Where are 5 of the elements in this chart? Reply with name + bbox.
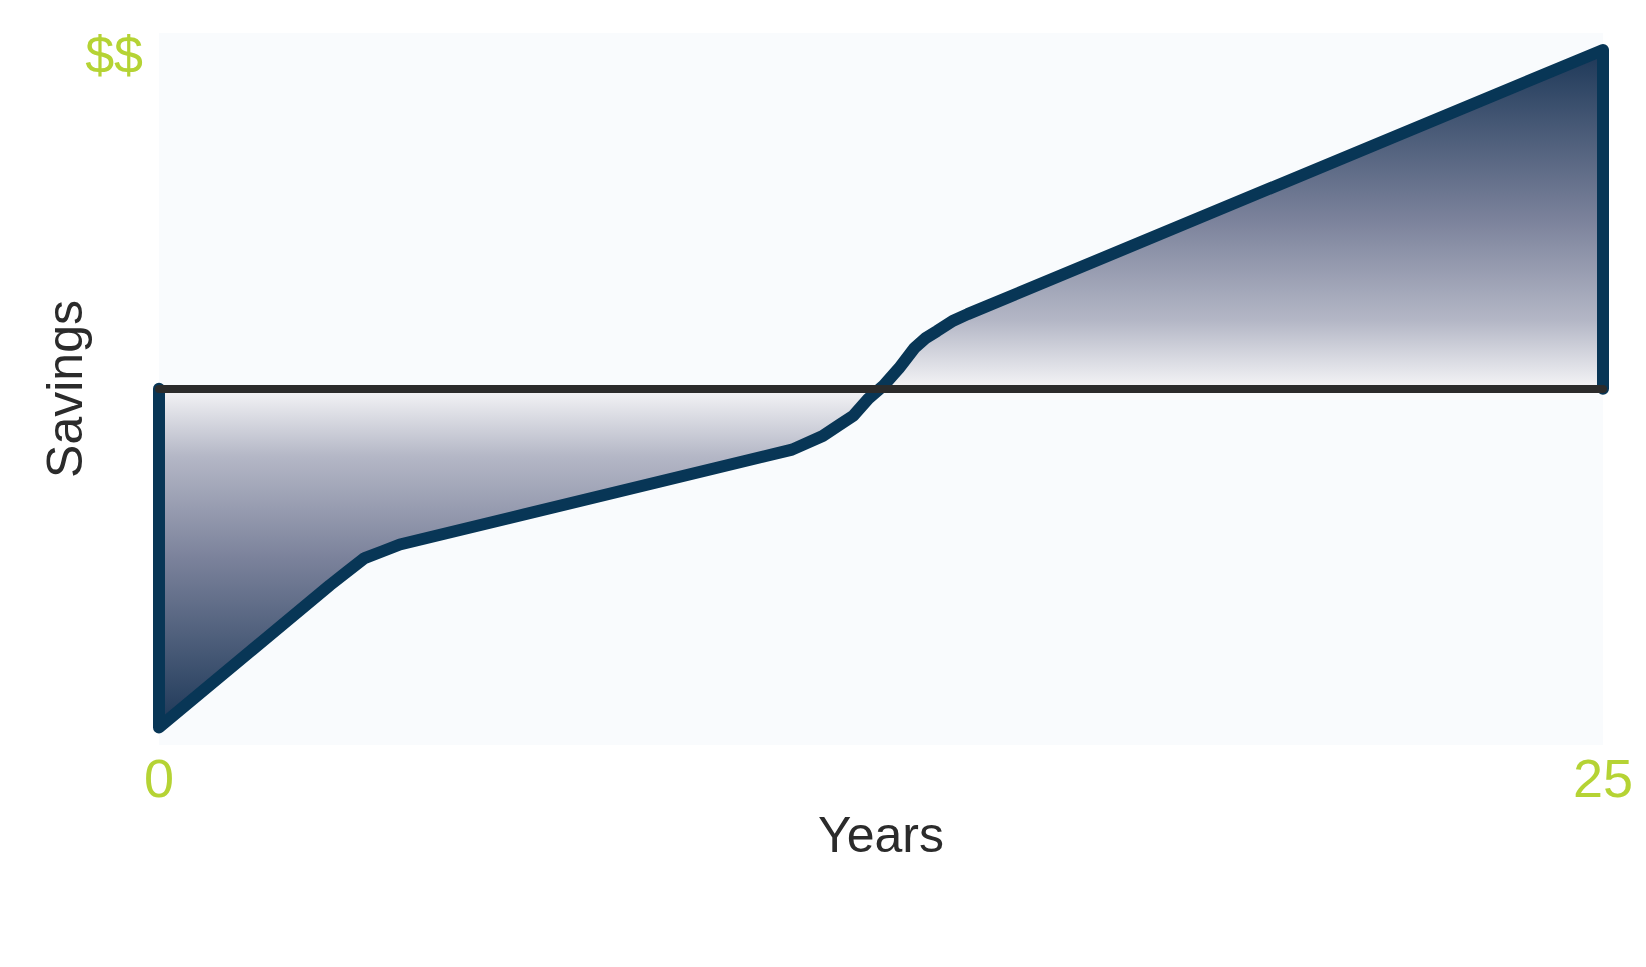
x-tick-label: 0	[143, 748, 175, 808]
x-axis-title: Years	[817, 806, 945, 863]
y-axis-title: Savings	[37, 300, 93, 478]
x-tick-label: 25	[1572, 748, 1634, 808]
text: $$	[85, 26, 144, 84]
